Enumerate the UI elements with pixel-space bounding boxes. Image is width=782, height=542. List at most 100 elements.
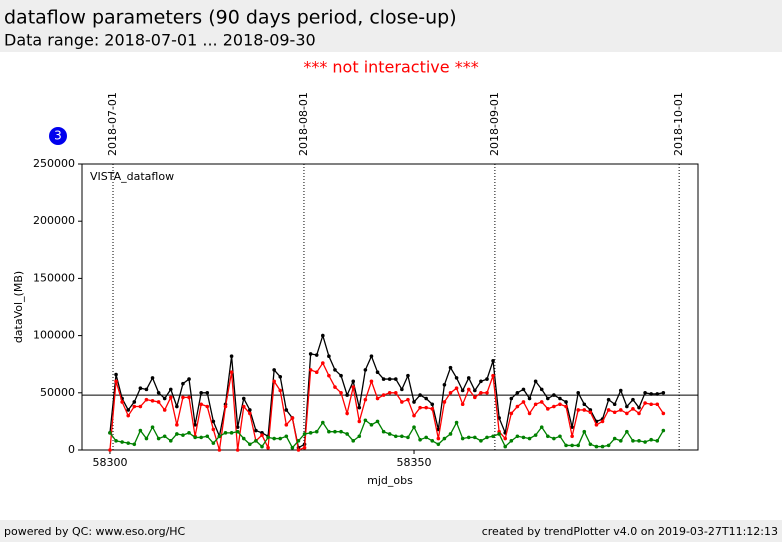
point [509, 411, 514, 416]
point [260, 444, 264, 449]
point [339, 391, 343, 395]
point [618, 408, 623, 412]
point [393, 391, 398, 395]
point [460, 436, 465, 441]
point [308, 368, 313, 372]
point [631, 407, 635, 411]
point [539, 425, 544, 429]
point [479, 391, 483, 395]
point [278, 374, 283, 379]
point [588, 410, 593, 415]
point [241, 404, 246, 409]
point [649, 392, 653, 396]
point [126, 413, 131, 418]
point [211, 427, 216, 432]
point [570, 434, 574, 439]
point [144, 387, 149, 392]
point [527, 396, 532, 401]
point [552, 404, 556, 409]
point [424, 405, 428, 410]
point [485, 377, 489, 381]
point [533, 433, 538, 437]
y-tick-label: 50000 [40, 386, 75, 399]
point [156, 391, 161, 395]
point [327, 429, 331, 434]
point [357, 405, 362, 410]
point [211, 419, 216, 424]
point [466, 387, 471, 392]
point [412, 400, 416, 404]
badge: 3 [54, 129, 62, 143]
annotation: VISTA_dataflow [90, 170, 174, 183]
point [248, 408, 252, 412]
point [302, 432, 307, 436]
point [333, 385, 337, 389]
point [193, 423, 197, 427]
point [369, 379, 374, 384]
point [223, 431, 228, 435]
point [108, 431, 112, 435]
point [248, 411, 252, 416]
point [521, 387, 526, 392]
point [564, 400, 568, 404]
point [618, 439, 623, 443]
point [631, 397, 635, 402]
point [387, 432, 392, 436]
point [114, 439, 118, 443]
point [168, 387, 173, 392]
y-tick-label: 150000 [33, 271, 75, 284]
point [248, 442, 252, 447]
point [418, 405, 422, 410]
point [333, 429, 337, 434]
title: dataflow parameters (90 days period, clo… [4, 7, 457, 29]
point [363, 418, 368, 423]
point [156, 436, 161, 441]
point [199, 402, 203, 407]
point [454, 386, 459, 391]
point [205, 434, 210, 439]
point [187, 431, 191, 435]
y-tick-label: 0 [68, 443, 75, 456]
point [546, 434, 550, 439]
point [515, 404, 520, 409]
point [162, 408, 167, 412]
point [637, 405, 641, 410]
point [235, 429, 240, 434]
point [430, 402, 435, 407]
point [606, 443, 611, 448]
point [430, 407, 435, 411]
point [156, 400, 161, 404]
point [406, 373, 410, 378]
point [539, 387, 544, 392]
point [594, 423, 599, 427]
point [612, 410, 617, 415]
point [181, 433, 185, 437]
point [108, 448, 112, 452]
point [181, 395, 185, 400]
footer-bg [0, 520, 782, 542]
point [138, 404, 143, 409]
point [400, 400, 404, 404]
point [369, 354, 374, 358]
point [661, 391, 666, 395]
point [564, 404, 568, 409]
point [606, 408, 611, 412]
point [442, 400, 447, 404]
point [181, 381, 185, 386]
point [205, 391, 210, 395]
point [381, 393, 386, 397]
point [314, 370, 319, 375]
point [479, 439, 483, 443]
point [473, 395, 477, 400]
point [150, 425, 155, 429]
point [479, 379, 483, 384]
point [625, 411, 629, 416]
y-axis-label: dataVol_(MB) [12, 271, 25, 343]
point [594, 444, 599, 449]
point [515, 391, 520, 395]
point [357, 419, 362, 424]
point [126, 408, 131, 412]
point [400, 387, 404, 392]
point [400, 434, 404, 439]
